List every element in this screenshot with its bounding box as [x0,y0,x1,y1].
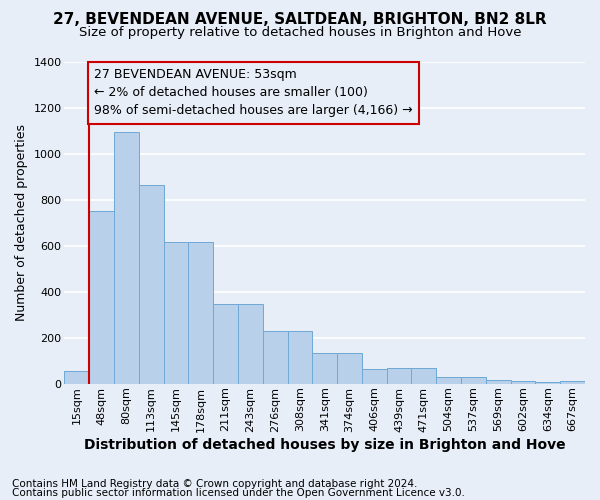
X-axis label: Distribution of detached houses by size in Brighton and Hove: Distribution of detached houses by size … [84,438,566,452]
Bar [412,368,436,384]
Bar [486,380,511,384]
Bar [213,304,238,384]
Bar [535,382,560,384]
Bar [139,184,164,384]
Y-axis label: Number of detached properties: Number of detached properties [15,124,28,321]
Bar [313,352,337,384]
Bar [386,368,412,384]
Text: Size of property relative to detached houses in Brighton and Hove: Size of property relative to detached ho… [79,26,521,39]
Bar [511,381,535,384]
Bar [238,304,263,384]
Bar [436,378,461,384]
Text: 27 BEVENDEAN AVENUE: 53sqm
← 2% of detached houses are smaller (100)
98% of semi: 27 BEVENDEAN AVENUE: 53sqm ← 2% of detac… [94,68,413,117]
Bar [362,369,386,384]
Bar [560,381,585,384]
Bar [64,371,89,384]
Text: 27, BEVENDEAN AVENUE, SALTDEAN, BRIGHTON, BN2 8LR: 27, BEVENDEAN AVENUE, SALTDEAN, BRIGHTON… [53,12,547,26]
Bar [461,378,486,384]
Bar [188,242,213,384]
Text: Contains HM Land Registry data © Crown copyright and database right 2024.: Contains HM Land Registry data © Crown c… [12,479,418,489]
Bar [287,332,313,384]
Bar [337,352,362,384]
Bar [164,242,188,384]
Bar [89,211,114,384]
Bar [114,132,139,384]
Bar [263,332,287,384]
Text: Contains public sector information licensed under the Open Government Licence v3: Contains public sector information licen… [12,488,465,498]
